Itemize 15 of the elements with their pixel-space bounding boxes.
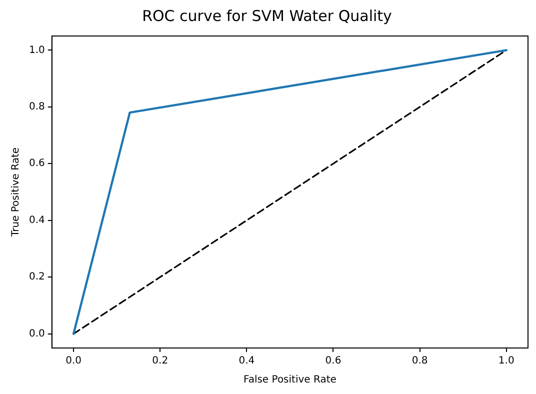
x-tick-label: 1.0 xyxy=(498,356,514,367)
y-tick-label: 0.0 xyxy=(28,328,45,340)
y-tick-label: 0.4 xyxy=(28,214,45,226)
y-axis-title: True Positive Rate xyxy=(10,147,22,238)
y-tick-label: 0.6 xyxy=(28,158,45,170)
chart-title: ROC curve for SVM Water Quality xyxy=(142,6,392,25)
y-tick-label: 0.2 xyxy=(28,272,45,283)
x-tick-label: 0.6 xyxy=(325,356,342,367)
x-tick-label: 0.2 xyxy=(152,356,168,367)
x-tick-label: 0.0 xyxy=(66,356,82,367)
y-tick-label: 0.8 xyxy=(28,102,45,113)
y-tick-label: 1.0 xyxy=(28,44,45,56)
x-tick-label: 0.4 xyxy=(238,356,255,367)
x-tick-label: 0.8 xyxy=(412,356,428,367)
x-axis-title: False Positive Rate xyxy=(243,374,336,386)
